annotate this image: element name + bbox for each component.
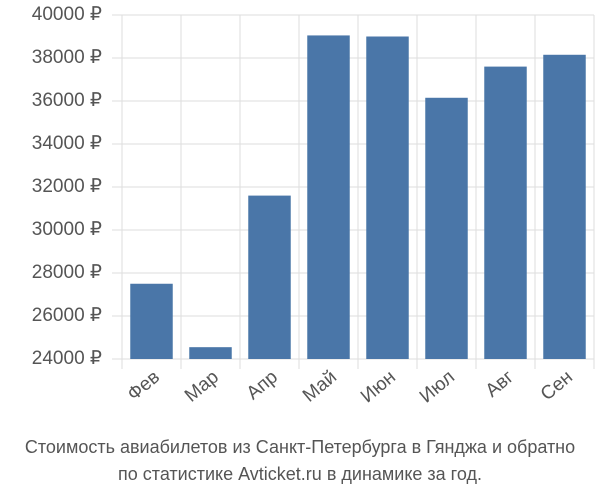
x-tick-label: Май [299,367,341,407]
bar [484,66,527,359]
chart-subtitle: по статистике Avticket.ru в динамике за … [118,464,482,484]
y-tick-label: 28000 ₽ [32,262,102,283]
x-tick-label: Фев [124,367,164,406]
bar [366,36,409,359]
x-tick-label: Апр [243,367,282,405]
chart-title: Стоимость авиабилетов из Санкт-Петербург… [25,437,575,457]
bar [543,54,586,360]
bar [130,283,173,359]
y-tick-label: 24000 ₽ [32,348,102,369]
y-tick-label: 40000 ₽ [32,4,102,25]
x-tick-label: Июн [357,367,400,408]
y-tick-label: 38000 ₽ [32,47,102,68]
y-tick-label: 36000 ₽ [32,90,102,111]
x-tick-label: Мар [181,367,223,407]
bar [307,35,350,360]
y-tick-label: 34000 ₽ [32,133,102,154]
y-tick-label: 30000 ₽ [32,219,102,240]
y-tick-label: 26000 ₽ [32,305,102,326]
x-tick-label: Сен [537,367,577,405]
x-tick-label: Авг [482,367,518,402]
bar [189,347,232,359]
y-tick-label: 32000 ₽ [32,176,102,197]
x-tick-label: Июл [416,367,459,408]
bar [425,97,468,360]
bar [248,195,291,359]
